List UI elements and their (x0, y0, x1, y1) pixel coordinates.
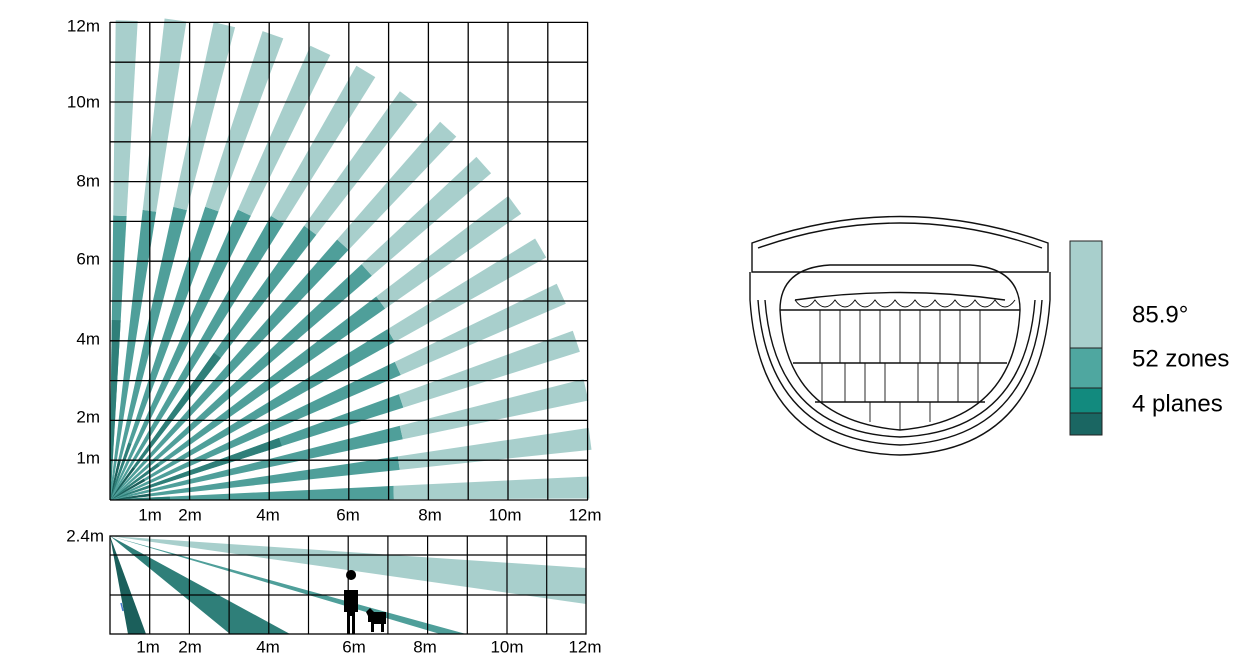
sensor-dome (749, 215, 1051, 456)
beam-segment (109, 209, 251, 501)
beam-segment (110, 485, 394, 501)
side-beam (110, 536, 290, 634)
x-axis-label: 8m (418, 505, 442, 524)
beam-segment (376, 196, 522, 309)
beam-segment (237, 45, 331, 216)
x-axis-label: 8m (413, 637, 437, 656)
legend-bar (1069, 240, 1103, 436)
beam-segment (109, 264, 372, 501)
top-view-beams (109, 18, 592, 501)
legend-label: 85.9° (1132, 301, 1188, 328)
side-beam (110, 536, 146, 634)
beam-segment (109, 460, 121, 501)
beam-segment (205, 31, 284, 212)
x-axis-label: 2m (178, 637, 202, 656)
y-axis-label: 12m (67, 16, 100, 35)
beam-segment (398, 330, 580, 408)
beam-segment (109, 361, 401, 501)
small-mark (120, 602, 124, 612)
beam-segment (109, 425, 403, 501)
x-axis-label: 10m (488, 505, 521, 524)
beam-segment (109, 437, 282, 501)
beam-segment (109, 352, 221, 501)
beam-segment (109, 329, 395, 501)
dog-icon (366, 608, 386, 632)
height-label: 2.4m (66, 526, 104, 545)
beam-segment (173, 22, 236, 211)
x-axis-label: 4m (256, 637, 280, 656)
x-axis-label: 4m (256, 505, 280, 524)
x-axis-label: 12m (568, 637, 601, 656)
x-axis-label: 1m (136, 637, 160, 656)
beam-segment (109, 206, 219, 501)
beam-segment (113, 20, 138, 217)
beam-segment (109, 206, 187, 501)
person-icon (344, 570, 358, 634)
top-view-grid (109, 21, 589, 501)
beam-segment (109, 296, 386, 501)
side-view (109, 535, 587, 635)
y-axis-label: 8m (76, 171, 100, 190)
beam-segment (397, 427, 592, 470)
beam-segment (109, 456, 400, 501)
legend-label: 4 planes (1132, 390, 1223, 417)
labels: 12m 10m 8m 6m 4m 2m 1m 1m 2m 4m 6m 8m 10m 12m 2.4m 1m 2m… (66, 16, 601, 656)
beam-segment (142, 18, 187, 212)
beam-segment (109, 467, 135, 501)
x-axis-label: 2m (178, 505, 202, 524)
x-axis-label: 1m (138, 505, 162, 524)
beam-segment (337, 121, 457, 250)
y-axis-label: 6m (76, 249, 100, 268)
y-axis-label: 4m (76, 329, 100, 348)
beam-segment (387, 238, 547, 342)
x-axis-label: 10m (490, 637, 523, 656)
y-axis-label: 10m (67, 92, 100, 111)
x-axis-label: 6m (342, 637, 366, 656)
x-axis-label: 6m (336, 505, 360, 524)
x-axis-label: 12m (568, 505, 601, 524)
y-axis-label: 2m (76, 407, 100, 426)
beam-segment (109, 320, 121, 500)
beam-segment (399, 379, 589, 440)
beam-segment (109, 215, 284, 501)
beam-segment (393, 476, 590, 500)
beam-segment (361, 156, 492, 276)
beam-segment (394, 283, 566, 375)
legend-label: 52 zones (1132, 345, 1229, 372)
beam-segment (109, 478, 146, 501)
beam-segment (109, 442, 132, 501)
beam-segment (109, 209, 157, 501)
beam-segment (109, 463, 160, 501)
side-beam (110, 536, 466, 634)
beam-segment (109, 493, 150, 501)
y-axis-label: 1m (76, 448, 100, 467)
